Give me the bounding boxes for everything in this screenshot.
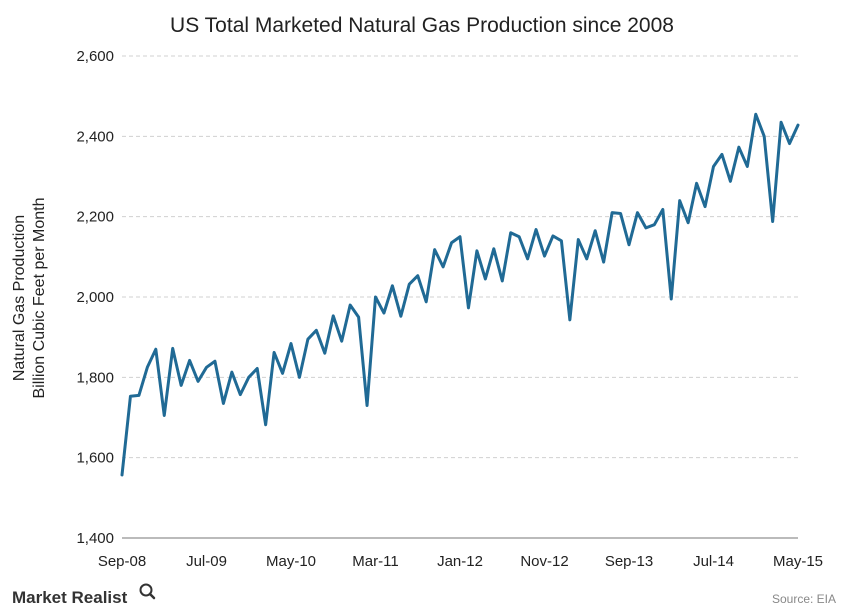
x-tick-label: Nov-12	[520, 553, 568, 570]
y-tick-label: 1,400	[76, 530, 114, 547]
y-tick-label: 1,800	[76, 369, 114, 386]
x-tick-label: Mar-11	[352, 553, 398, 570]
magnifier-icon	[139, 583, 156, 600]
y-tick-label: 2,600	[76, 48, 114, 65]
x-tick-label: Sep-13	[605, 553, 653, 570]
y-tick-label: 2,400	[76, 128, 114, 145]
y-axis-label-line-2: Billion Cubic Feet per Month	[31, 198, 48, 399]
x-tick-label: May-10	[266, 553, 316, 570]
x-tick-label: Jul-09	[186, 553, 227, 570]
series-line-production	[120, 112, 800, 477]
x-tick-label: Jul-14	[693, 553, 734, 570]
y-tick-label: 2,200	[76, 209, 114, 226]
market-realist-logo: Market Realist	[12, 583, 156, 607]
x-tick-labels: Sep-08 Jul-09 May-10 Mar-11 Jan-12 Nov-12 Sep-…	[98, 553, 823, 570]
x-tick-label: Jan-12	[437, 553, 483, 570]
y-tick-label: 2,000	[76, 289, 114, 306]
y-axis-label: Natural Gas Production Billion Cubic Fee…	[11, 198, 48, 399]
x-tick-label: Sep-08	[98, 553, 146, 570]
source-note: Source: EIA	[772, 592, 836, 606]
brand-name: Market Realist	[12, 588, 128, 607]
y-tick-labels: 1,400 1,600 1,800 2,000 2,200 2,400 2,600	[76, 48, 114, 547]
y-tick-label: 1,600	[76, 450, 114, 467]
chart-title: US Total Marketed Natural Gas Production…	[170, 14, 674, 37]
x-tick-label: May-15	[773, 553, 823, 570]
y-axis-label-line-1: Natural Gas Production	[11, 215, 28, 381]
